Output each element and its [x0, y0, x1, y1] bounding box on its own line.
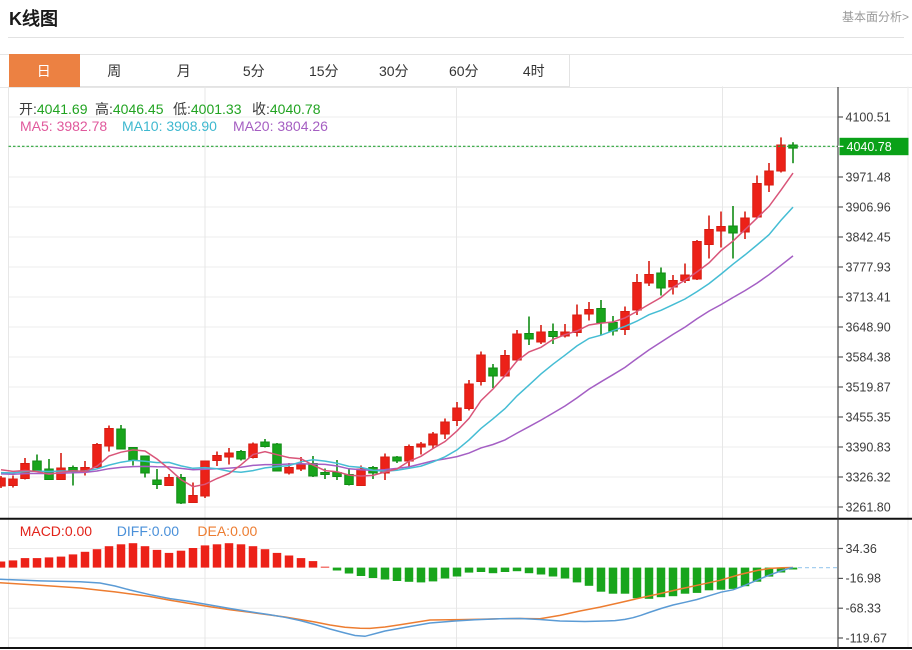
svg-text:3261.80: 3261.80 — [846, 500, 891, 514]
svg-text:4100.51: 4100.51 — [846, 110, 891, 124]
svg-text:3906.96: 3906.96 — [846, 200, 891, 214]
svg-text:3713.41: 3713.41 — [846, 290, 891, 304]
svg-text:3777.93: 3777.93 — [846, 260, 891, 274]
svg-text:4040.78: 4040.78 — [847, 140, 892, 154]
svg-text:3842.45: 3842.45 — [846, 230, 891, 244]
svg-text:3326.32: 3326.32 — [846, 470, 891, 484]
svg-text:-16.98: -16.98 — [846, 572, 881, 586]
svg-text:3519.87: 3519.87 — [846, 380, 891, 394]
svg-text:-119.67: -119.67 — [846, 631, 888, 645]
svg-text:3648.90: 3648.90 — [846, 320, 891, 334]
svg-text:34.36: 34.36 — [846, 542, 877, 556]
svg-text:-68.33: -68.33 — [846, 602, 881, 616]
svg-text:3584.38: 3584.38 — [846, 350, 891, 364]
svg-text:3390.83: 3390.83 — [846, 440, 891, 454]
svg-text:3971.48: 3971.48 — [846, 170, 891, 184]
svg-text:3455.35: 3455.35 — [846, 410, 891, 424]
